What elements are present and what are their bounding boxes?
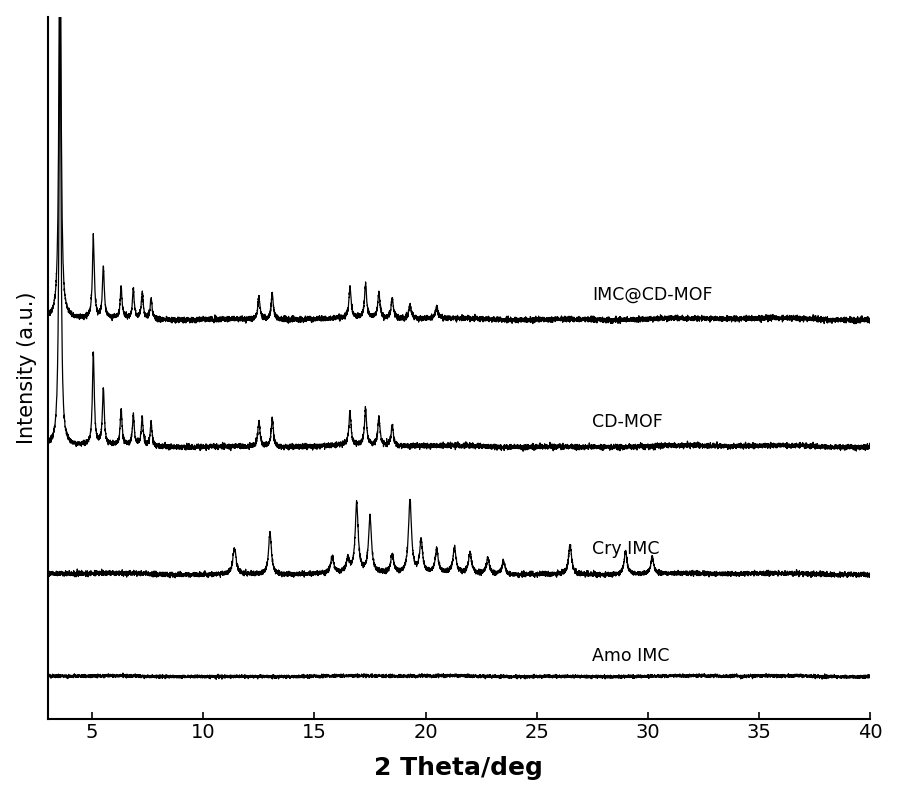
Text: IMC@CD-MOF: IMC@CD-MOF [592, 286, 713, 304]
Y-axis label: Intensity (a.u.): Intensity (a.u.) [17, 292, 37, 444]
Text: CD-MOF: CD-MOF [592, 413, 663, 431]
X-axis label: 2 Theta/deg: 2 Theta/deg [375, 756, 543, 780]
Text: Amo IMC: Amo IMC [592, 647, 670, 665]
Text: Cry IMC: Cry IMC [592, 540, 660, 559]
